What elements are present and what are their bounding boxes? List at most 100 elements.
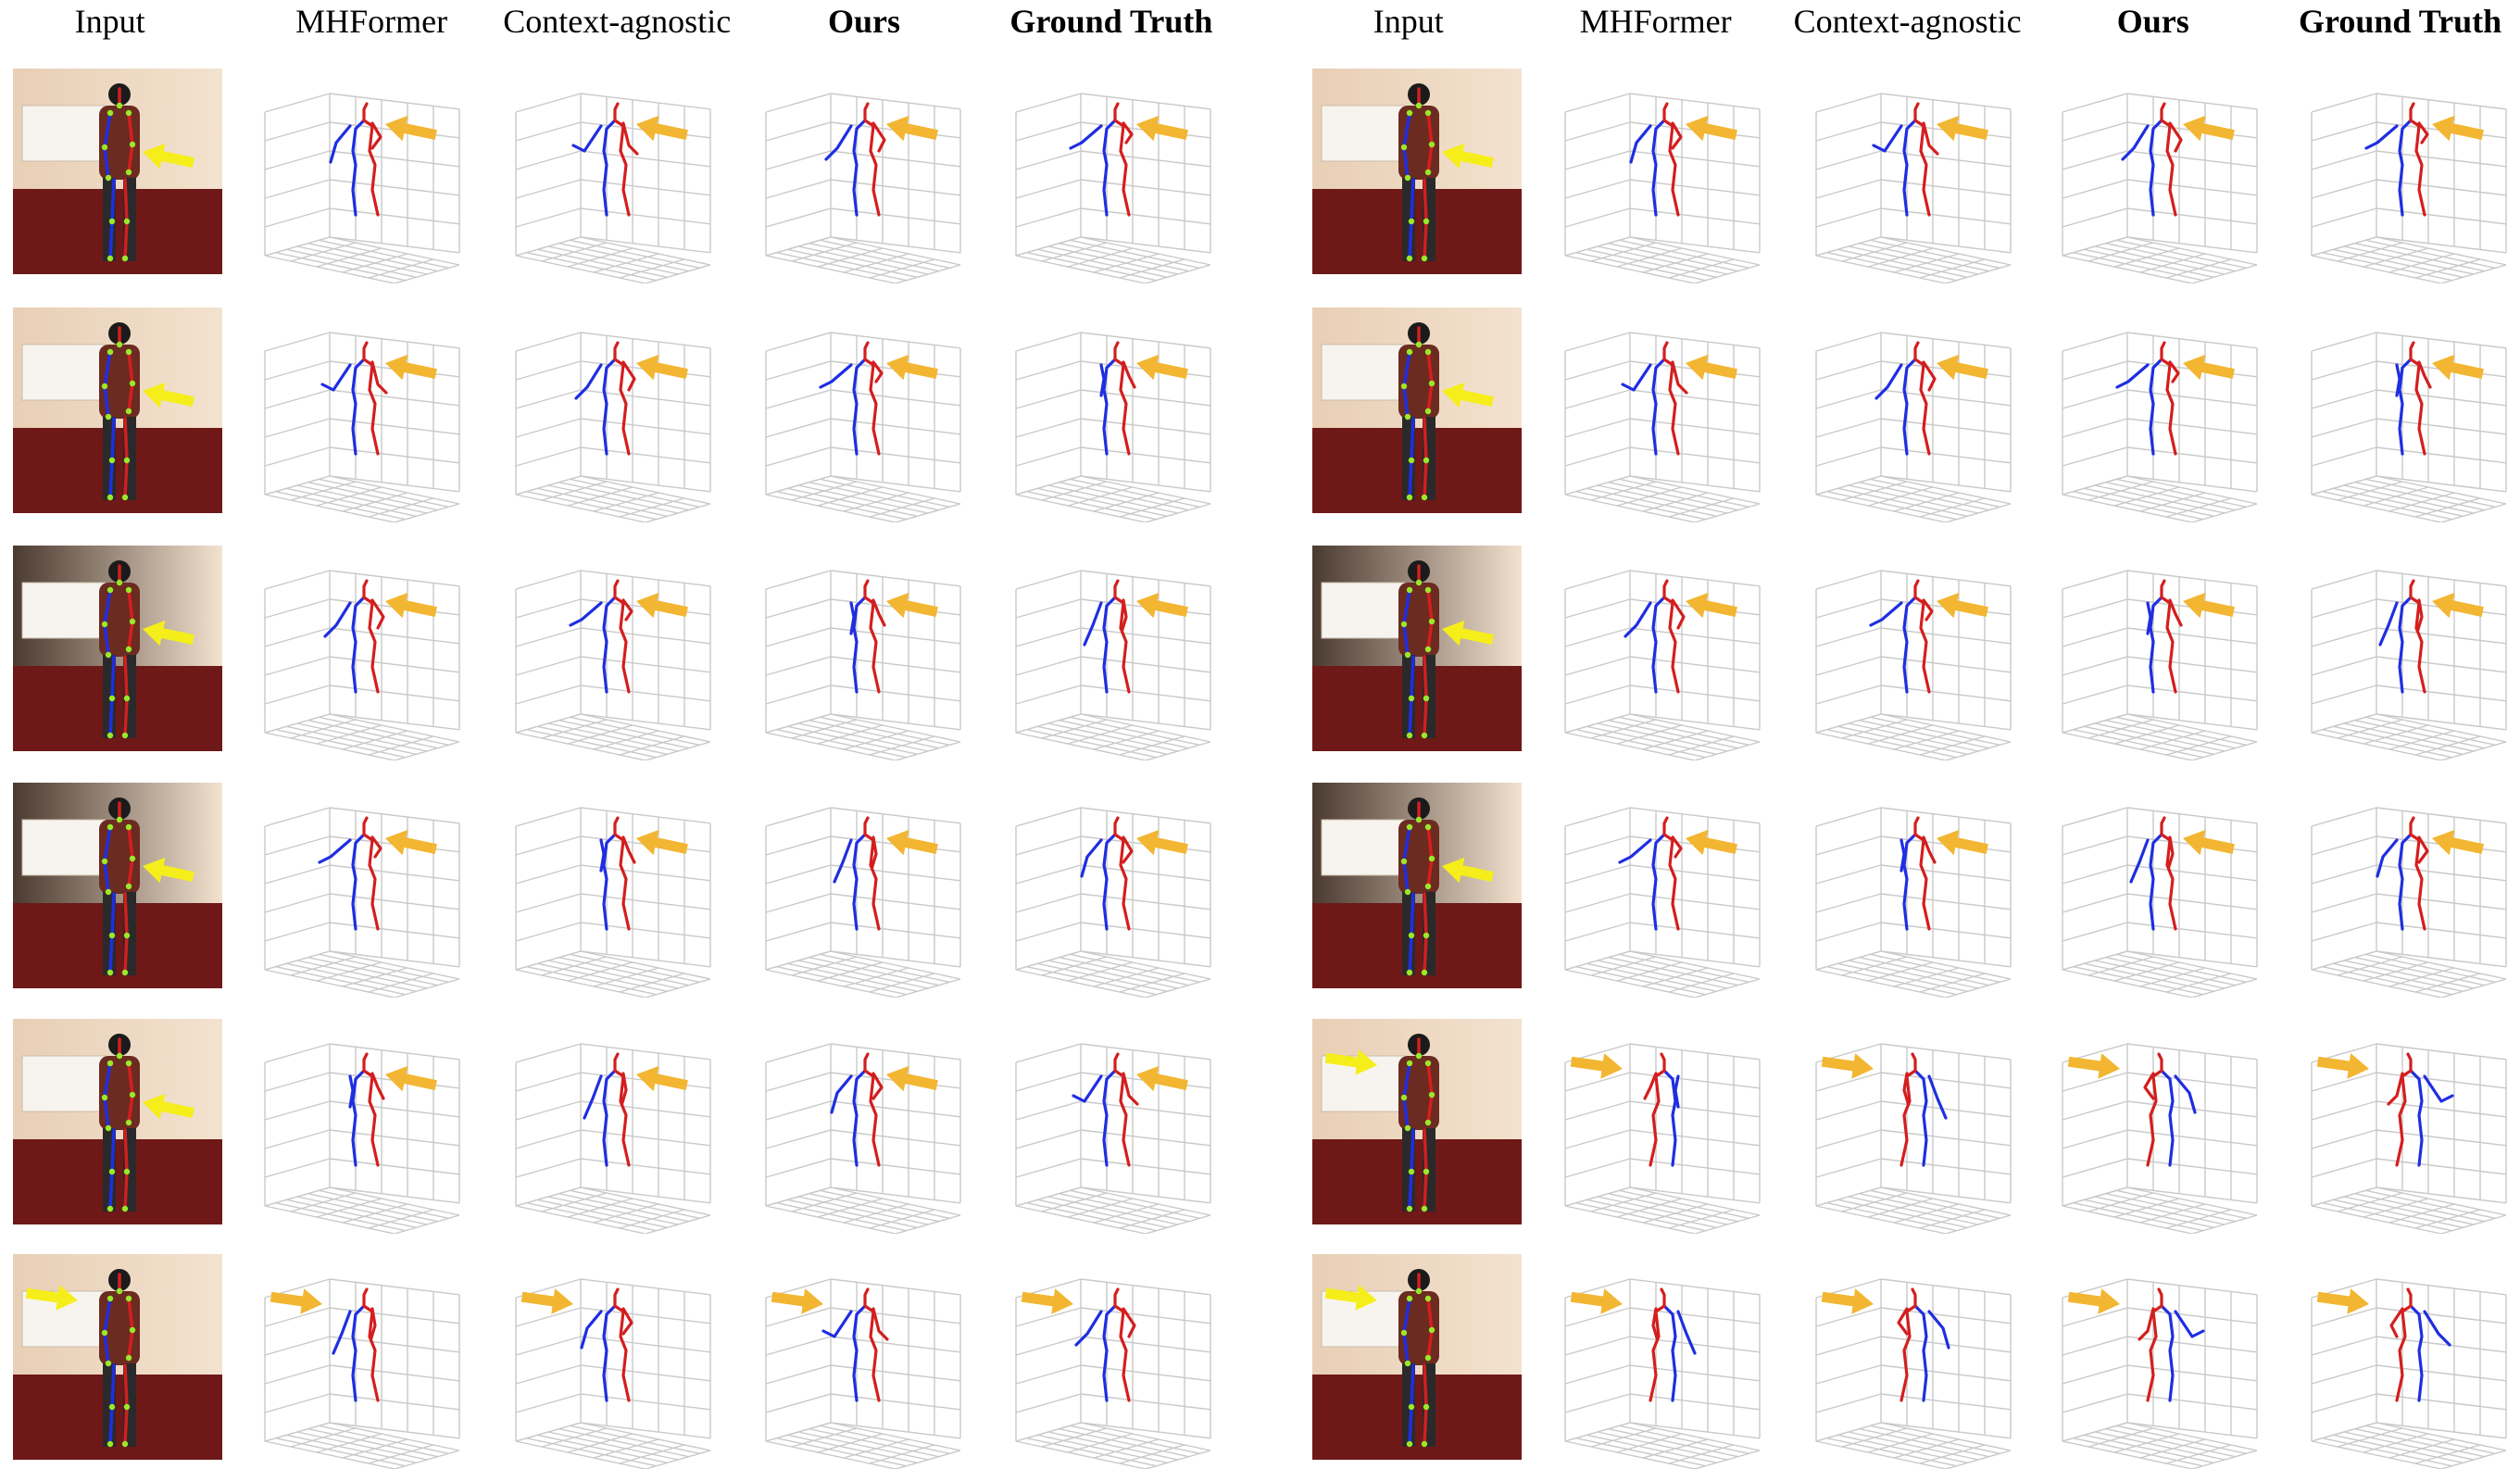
orange-arrow-icon — [885, 1065, 938, 1092]
skeleton-3d — [1899, 1052, 1948, 1167]
pose-plot-context-agnostic-g2-r4 — [1798, 775, 2029, 998]
skeleton-3d — [569, 579, 633, 694]
input-photo-g2-r4 — [1311, 783, 1522, 989]
pose-plot-ours-g2-r3 — [2044, 538, 2276, 760]
skeleton-3d — [348, 1052, 385, 1167]
skeleton-3d — [1083, 579, 1131, 694]
skeleton-3d — [580, 1287, 633, 1402]
skeleton-3d — [318, 816, 382, 931]
header-ours-g2: Ours — [2116, 3, 2189, 40]
orange-arrow-icon — [1821, 1288, 1874, 1315]
skeleton-3d — [320, 341, 388, 456]
pose-plot-context-agnostic-g2-r1 — [1798, 61, 2029, 284]
orange-arrow-icon — [635, 116, 688, 142]
skeleton-3d — [1621, 341, 1688, 456]
skeleton-3d — [574, 341, 636, 456]
pose-plot-mhformer-g2-r6 — [1547, 1247, 1778, 1469]
yellow-arrow-icon — [1441, 857, 1494, 884]
orange-arrow-icon — [1136, 116, 1189, 142]
header-ground-truth-g1: Ground Truth — [1009, 3, 1213, 40]
skeleton-3d — [323, 579, 385, 694]
orange-arrow-icon — [1686, 355, 1738, 381]
input-photo-g2-r2 — [1311, 308, 1522, 514]
skeleton-2d — [1400, 326, 1435, 501]
orange-arrow-icon — [2316, 1288, 2369, 1315]
orange-arrow-icon — [885, 592, 938, 619]
skeleton-3d — [583, 1052, 631, 1167]
orange-arrow-icon — [2316, 1052, 2369, 1079]
yellow-arrow-icon — [1441, 144, 1494, 170]
skeleton-3d — [571, 102, 639, 217]
pose-plot-ground-truth-g2-r1 — [2293, 61, 2520, 284]
orange-arrow-icon — [385, 592, 438, 619]
yellow-arrow-icon — [143, 1093, 195, 1120]
orange-arrow-icon — [771, 1288, 823, 1315]
orange-arrow-icon — [885, 116, 938, 142]
skeleton-3d — [329, 102, 382, 217]
skeleton-2d — [102, 326, 136, 501]
skeleton-3d — [849, 579, 886, 694]
orange-arrow-icon — [2183, 116, 2236, 142]
pose-plot-mhformer-g1-r3 — [246, 538, 478, 760]
skeleton-3d — [1868, 579, 1934, 694]
input-photo-g1-r6 — [13, 1254, 223, 1461]
orange-arrow-icon — [635, 355, 688, 381]
orange-arrow-icon — [2431, 829, 2484, 856]
pose-plot-ground-truth-g2-r4 — [2293, 775, 2520, 998]
input-photo-g1-r3 — [13, 545, 223, 751]
skeleton-2d — [1400, 1273, 1435, 1448]
orange-arrow-icon — [1936, 116, 1988, 142]
orange-arrow-icon — [2183, 829, 2236, 856]
skeleton-2d — [102, 564, 136, 738]
skeleton-3d — [1080, 816, 1134, 931]
skeleton-3d — [819, 341, 884, 456]
orange-arrow-icon — [1136, 829, 1189, 856]
skeleton-3d — [2121, 102, 2183, 217]
pose-plot-mhformer-g1-r5 — [246, 1011, 478, 1234]
pose-plot-ground-truth-g2-r6 — [2293, 1247, 2520, 1469]
input-photo-g1-r1 — [13, 69, 223, 275]
input-photo-g1-r5 — [13, 1018, 223, 1224]
yellow-arrow-icon — [1324, 1285, 1377, 1312]
pose-plot-ours-g1-r6 — [747, 1247, 979, 1469]
pose-plot-context-agnostic-g1-r5 — [497, 1011, 729, 1234]
pose-plot-ours-g2-r1 — [2044, 61, 2276, 284]
pose-plot-context-agnostic-g2-r6 — [1798, 1247, 2029, 1469]
pose-plot-ground-truth-g2-r2 — [2293, 300, 2520, 523]
orange-arrow-icon — [1686, 592, 1738, 619]
skeleton-3d — [2146, 579, 2183, 694]
pose-plot-mhformer-g1-r6 — [246, 1247, 478, 1469]
orange-arrow-icon — [1936, 355, 1988, 381]
orange-arrow-icon — [635, 1065, 688, 1092]
skeleton-2d — [1400, 564, 1435, 738]
yellow-arrow-icon — [1441, 620, 1494, 647]
skeleton-3d — [1629, 102, 1683, 217]
skeleton-3d — [1649, 1287, 1697, 1402]
pose-plot-ours-g1-r5 — [747, 1011, 979, 1234]
orange-arrow-icon — [1821, 1052, 1874, 1079]
skeleton-2d — [102, 1036, 136, 1212]
pose-plot-mhformer-g1-r1 — [246, 61, 478, 284]
orange-arrow-icon — [635, 829, 688, 856]
skeleton-3d — [2387, 1052, 2454, 1167]
orange-arrow-icon — [885, 829, 938, 856]
pose-plot-ground-truth-g1-r2 — [997, 300, 1229, 523]
skeleton-3d — [2115, 341, 2180, 456]
orange-arrow-icon — [2068, 1288, 2121, 1315]
orange-arrow-icon — [1022, 1288, 1074, 1315]
pose-plot-context-agnostic-g2-r5 — [1798, 1011, 2029, 1234]
pose-plot-ours-g2-r4 — [2044, 775, 2276, 998]
skeleton-3d — [1896, 1287, 1950, 1402]
yellow-arrow-icon — [143, 144, 195, 170]
orange-arrow-icon — [385, 355, 438, 381]
header-mhformer-g1: MHFormer — [295, 3, 448, 40]
orange-arrow-icon — [2068, 1052, 2121, 1079]
skeleton-3d — [1618, 816, 1683, 931]
header-input-g2: Input — [1373, 3, 1444, 40]
pose-plot-ground-truth-g2-r3 — [2293, 538, 2520, 760]
header-ours-g1: Ours — [828, 3, 901, 40]
yellow-arrow-icon — [143, 857, 195, 884]
pose-plot-ground-truth-g1-r5 — [997, 1011, 1229, 1234]
orange-arrow-icon — [2183, 355, 2236, 381]
skeleton-3d — [821, 1287, 889, 1402]
